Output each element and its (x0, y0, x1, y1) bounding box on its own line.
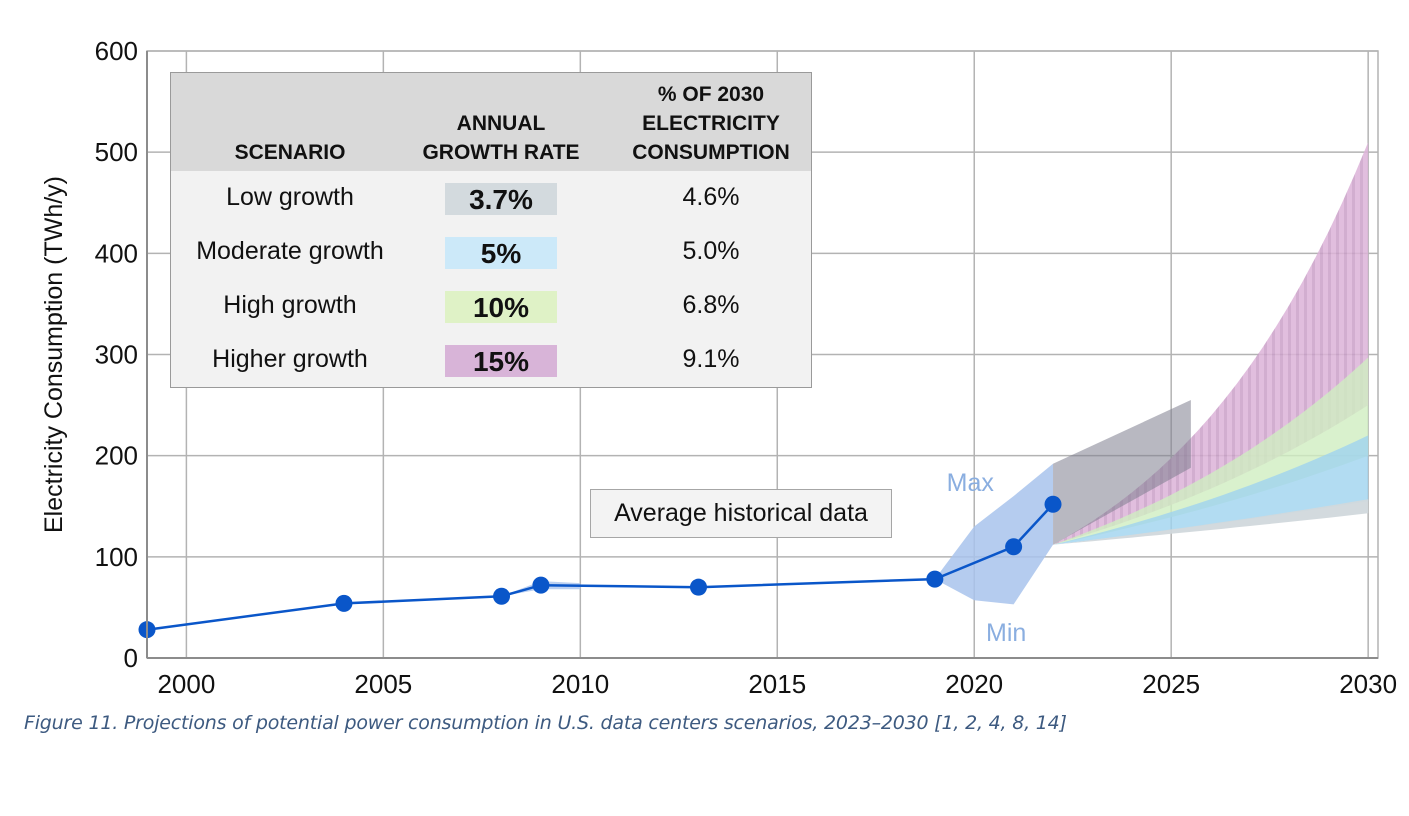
scenario-band-moderate-growth (1053, 435, 1369, 545)
share-value: 6.8% (682, 291, 740, 319)
scenario-bands (501, 142, 1369, 605)
historical-point (1005, 538, 1023, 556)
header-rate-line2: GROWTH RATE (422, 141, 580, 164)
x-tick-label: 2030 (1339, 669, 1397, 699)
axes: 2000 2005 2010 2015 2020 2025 2030 0 100 200 300 40… (95, 36, 1397, 699)
header-scenario: SCENARIO (171, 138, 409, 167)
historical-point (493, 587, 511, 605)
x-tick-label: 2020 (945, 669, 1003, 699)
y-axis-label: Electricity Consumption (TWh/y) (40, 176, 68, 533)
historical-range-band (934, 463, 1053, 605)
projection-overlay (1053, 400, 1191, 545)
y-tick-label: 0 (124, 643, 138, 673)
x-tick-label: 2025 (1142, 669, 1200, 699)
table-row: Higher growth 15% 9.1% (171, 335, 811, 389)
scenario-table: SCENARIO ANNUAL GROWTH RATE % OF 2030 EL… (170, 72, 812, 388)
table-row: High growth 10% 6.8% (171, 281, 811, 335)
scenario-name: High growth (223, 291, 357, 319)
figure-caption: Figure 11. Projections of potential powe… (24, 712, 1067, 734)
historical-series (138, 495, 1062, 639)
header-share: % OF 2030 ELECTRICITY CONSUMPTION (611, 80, 811, 167)
y-tick-label: 200 (95, 441, 138, 471)
y-tick-label: 500 (95, 137, 138, 167)
historical-line (146, 503, 1054, 631)
historical-point (335, 594, 353, 612)
scenario-name: Higher growth (212, 345, 368, 373)
header-share-line1: % OF 2030 (657, 83, 765, 106)
min-label: Min (986, 619, 1026, 647)
historical-point (926, 570, 944, 588)
historical-data-label: Average historical data (590, 489, 892, 538)
y-tick-label: 400 (95, 238, 138, 268)
x-tick-label: 2000 (157, 669, 215, 699)
x-tick-label: 2005 (354, 669, 412, 699)
header-rate-line1: ANNUAL (456, 112, 546, 135)
growth-rate-badge: 15% (445, 345, 557, 377)
annotations: Max Min Electricity Consumption (TWh/y) (40, 176, 1026, 647)
scenario-table-header: SCENARIO ANNUAL GROWTH RATE % OF 2030 EL… (171, 73, 811, 171)
max-label: Max (947, 469, 995, 497)
scenario-band-high-growth (1053, 357, 1369, 545)
share-value: 4.6% (682, 183, 740, 211)
historical-point (1044, 495, 1062, 513)
x-tick-label: 2010 (551, 669, 609, 699)
growth-rate-badge: 5% (445, 237, 557, 269)
x-tick-label: 2015 (748, 669, 806, 699)
y-tick-label: 300 (95, 340, 138, 370)
share-value: 5.0% (682, 237, 740, 265)
historical-point (532, 576, 550, 594)
y-tick-label: 600 (95, 36, 138, 66)
y-tick-label: 100 (95, 542, 138, 572)
table-row: Low growth 3.7% 4.6% (171, 173, 811, 227)
header-share-line3: CONSUMPTION (632, 141, 790, 164)
growth-rate-badge: 3.7% (445, 183, 557, 215)
growth-rate-badge: 10% (445, 291, 557, 323)
header-share-line2: ELECTRICITY (642, 112, 780, 135)
header-growth-rate: ANNUAL GROWTH RATE (401, 109, 601, 167)
scenario-name: Moderate growth (196, 237, 384, 265)
share-value: 9.1% (682, 345, 740, 373)
historical-point (689, 578, 707, 596)
table-row: Moderate growth 5% 5.0% (171, 227, 811, 281)
header-scenario-text: SCENARIO (234, 141, 346, 164)
scenario-name: Low growth (226, 183, 354, 211)
